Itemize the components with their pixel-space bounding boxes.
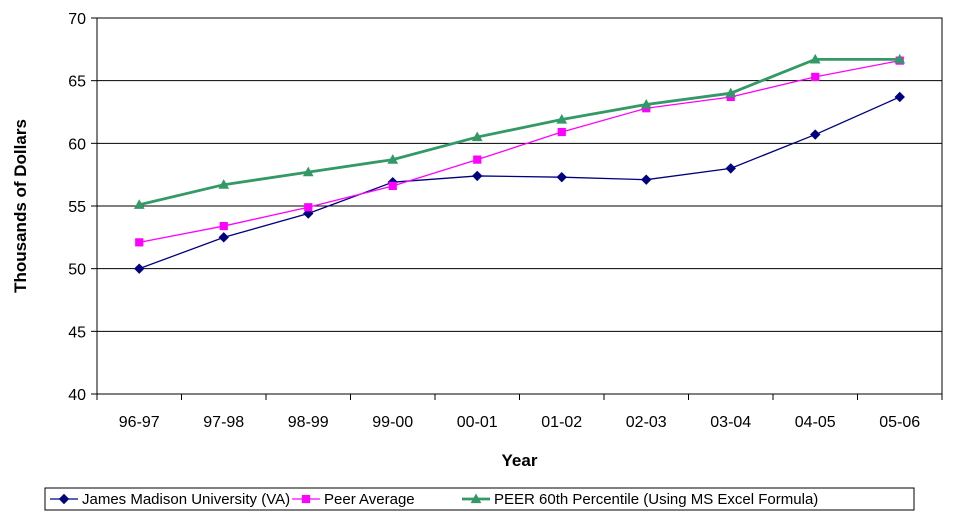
legend-entry: Peer Average (292, 491, 415, 508)
data-point (387, 154, 399, 164)
data-point (556, 113, 568, 124)
y-tick-label: 55 (68, 199, 86, 216)
data-point (133, 199, 145, 209)
y-axis-title: Thousands of Dollars (11, 119, 30, 293)
data-point (725, 87, 737, 98)
data-point (472, 170, 483, 182)
y-axis-ticks: 40 45 50 55 60 65 70 (68, 11, 97, 404)
legend-label: Peer Average (324, 491, 415, 508)
x-tick-label: 02-03 (626, 414, 667, 431)
data-point (134, 263, 145, 274)
legend-label: James Madison University (VA) (82, 491, 290, 508)
legend: James Madison University (VA) Peer Averag… (44, 487, 915, 511)
x-tick-label: 96-97 (119, 414, 160, 431)
data-point (809, 53, 821, 64)
data-point (894, 53, 906, 64)
data-point (302, 166, 314, 177)
x-tick-label: 04-05 (795, 414, 836, 431)
data-point (640, 98, 652, 109)
y-tick-label: 60 (68, 136, 86, 153)
series-2 (135, 56, 904, 247)
x-axis-title: Year (502, 451, 538, 470)
series-line (138, 57, 900, 207)
y-tick-label: 45 (68, 324, 86, 341)
x-tick-label: 97-98 (203, 414, 244, 431)
series-line (139, 59, 900, 243)
data-point (58, 493, 70, 505)
x-axis-ticks: 96-97 97-98 98-99 99-00 00-01 01-02 02-03 03-04… (96, 394, 943, 431)
legend-entry: James Madison University (VA) (50, 491, 290, 508)
data-point (218, 179, 230, 189)
legend-entry: PEER 60th Percentile (Using MS Excel For… (462, 491, 818, 508)
x-tick-label: 98-99 (288, 414, 329, 431)
series-line (139, 96, 901, 270)
data-point (811, 72, 820, 82)
data-point (471, 131, 483, 142)
series-1 (134, 91, 905, 274)
x-tick-label: 01-02 (541, 414, 582, 431)
y-tick-label: 50 (68, 262, 86, 279)
y-tick-label: 70 (68, 11, 86, 28)
x-tick-label: 00-01 (457, 414, 498, 431)
data-point (388, 181, 397, 191)
y-tick-label: 65 (68, 74, 86, 91)
series-group (133, 53, 906, 274)
data-point (894, 91, 905, 103)
data-point (219, 221, 228, 231)
data-point (218, 232, 229, 243)
data-point (641, 174, 652, 185)
y-tick-label: 40 (68, 387, 86, 404)
data-point (556, 171, 567, 183)
data-point (135, 238, 144, 247)
data-point (810, 129, 821, 140)
data-point (473, 155, 482, 164)
data-point (301, 494, 311, 504)
data-point (557, 127, 566, 137)
legend-label: PEER 60th Percentile (Using MS Excel For… (494, 491, 818, 508)
data-point (725, 163, 736, 174)
data-point (470, 493, 482, 504)
series-3 (133, 53, 906, 209)
x-tick-label: 99-00 (372, 414, 413, 431)
x-tick-label: 03-04 (710, 414, 751, 431)
x-tick-label: 05-06 (879, 414, 920, 431)
data-point (304, 203, 313, 212)
